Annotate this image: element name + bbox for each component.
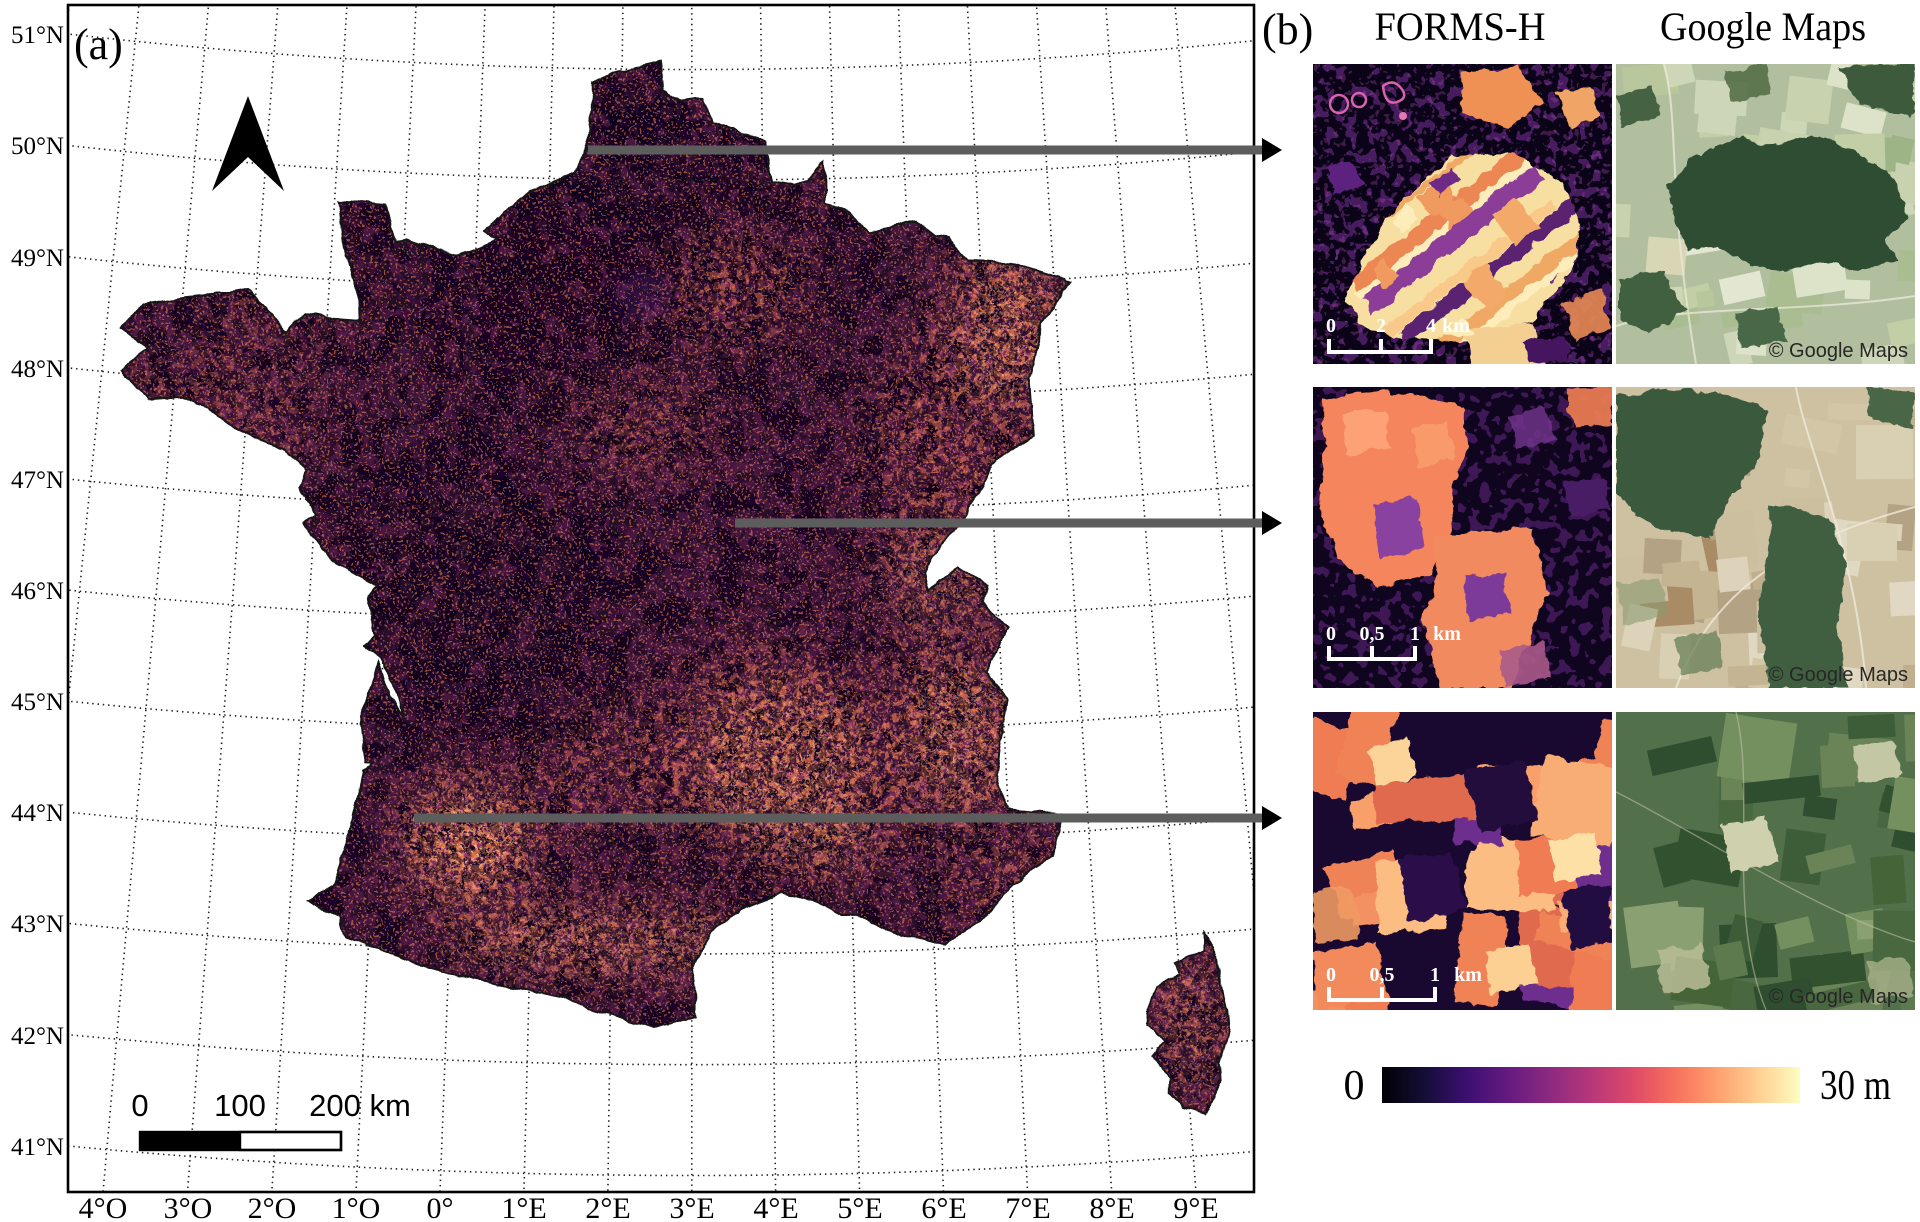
svg-text:2°O: 2°O bbox=[248, 1192, 297, 1222]
svg-text:km: km bbox=[1433, 623, 1461, 645]
svg-text:4°O: 4°O bbox=[79, 1192, 128, 1222]
svg-text:0: 0 bbox=[1326, 964, 1336, 986]
svg-text:km: km bbox=[1454, 964, 1482, 986]
svg-text:0,5: 0,5 bbox=[1370, 964, 1395, 986]
svg-text:7°E: 7°E bbox=[1005, 1192, 1050, 1222]
svg-text:49°N: 49°N bbox=[11, 245, 64, 272]
svg-text:5°E: 5°E bbox=[837, 1192, 882, 1222]
svg-text:100: 100 bbox=[214, 1088, 266, 1123]
svg-text:3°O: 3°O bbox=[164, 1192, 213, 1222]
svg-text:2°E: 2°E bbox=[585, 1192, 630, 1222]
svg-text:51°N: 51°N bbox=[11, 22, 64, 49]
svg-text:0°: 0° bbox=[427, 1192, 454, 1222]
svg-text:45°N: 45°N bbox=[11, 689, 64, 716]
svg-text:4°E: 4°E bbox=[753, 1192, 798, 1222]
svg-text:3°E: 3°E bbox=[669, 1192, 714, 1222]
svg-text:(b): (b) bbox=[1262, 5, 1313, 54]
svg-text:6°E: 6°E bbox=[921, 1192, 966, 1222]
svg-text:© Google Maps: © Google Maps bbox=[1769, 664, 1908, 686]
svg-text:Google Maps: Google Maps bbox=[1660, 4, 1866, 49]
svg-text:0: 0 bbox=[1344, 1063, 1365, 1109]
svg-text:0: 0 bbox=[1326, 623, 1336, 645]
svg-text:4: 4 bbox=[1426, 315, 1436, 337]
svg-text:1: 1 bbox=[1410, 623, 1420, 645]
svg-text:© Google Maps: © Google Maps bbox=[1769, 340, 1908, 362]
svg-text:2: 2 bbox=[1376, 315, 1386, 337]
svg-text:0: 0 bbox=[1326, 315, 1336, 337]
svg-text:200 km: 200 km bbox=[309, 1088, 411, 1123]
svg-text:48°N: 48°N bbox=[11, 356, 64, 383]
svg-text:46°N: 46°N bbox=[11, 578, 64, 605]
svg-text:0: 0 bbox=[131, 1088, 148, 1123]
svg-text:42°N: 42°N bbox=[11, 1023, 64, 1050]
svg-text:© Google Maps: © Google Maps bbox=[1769, 986, 1908, 1008]
svg-text:1°O: 1°O bbox=[332, 1192, 381, 1222]
svg-text:44°N: 44°N bbox=[11, 800, 64, 827]
svg-text:FORMS-H: FORMS-H bbox=[1375, 4, 1546, 49]
svg-text:41°N: 41°N bbox=[11, 1134, 64, 1161]
svg-text:9°E: 9°E bbox=[1173, 1192, 1218, 1222]
svg-text:0,5: 0,5 bbox=[1360, 623, 1385, 645]
svg-text:43°N: 43°N bbox=[11, 911, 64, 938]
svg-text:8°E: 8°E bbox=[1089, 1192, 1134, 1222]
svg-text:50°N: 50°N bbox=[11, 133, 64, 160]
svg-text:1°E: 1°E bbox=[501, 1192, 546, 1222]
svg-text:1: 1 bbox=[1430, 964, 1440, 986]
svg-text:30 m: 30 m bbox=[1820, 1063, 1891, 1109]
svg-text:(a): (a) bbox=[74, 20, 123, 69]
svg-text:47°N: 47°N bbox=[11, 467, 64, 494]
svg-text:km: km bbox=[1442, 315, 1470, 337]
